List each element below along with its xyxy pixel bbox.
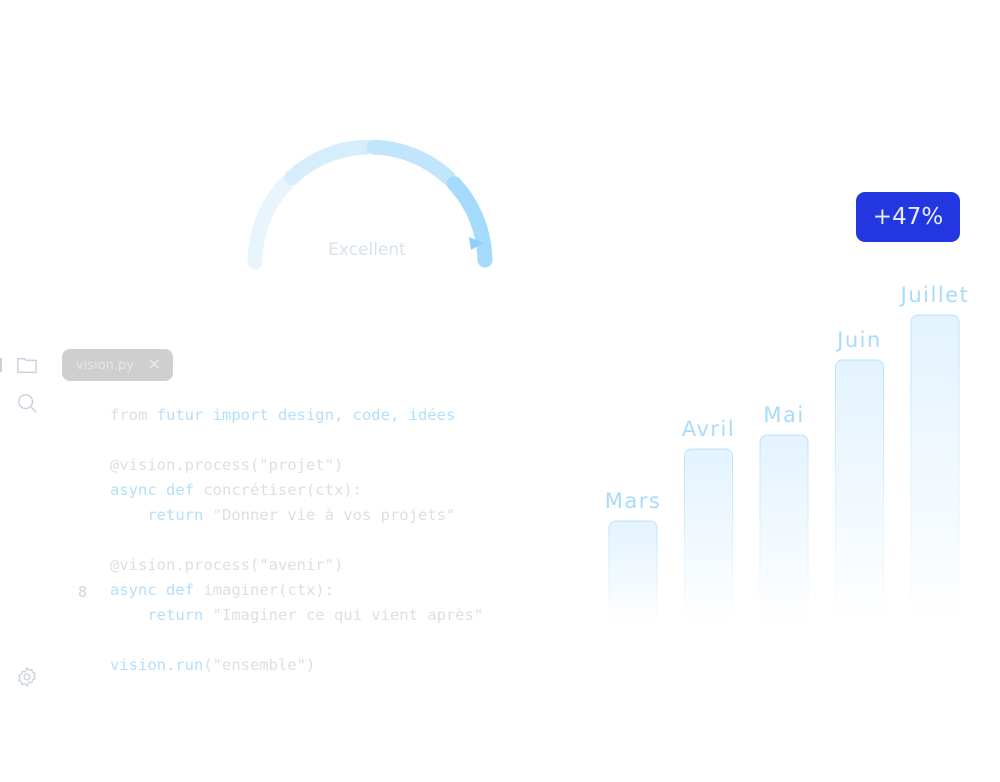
code-line: async def concrétiser(ctx): xyxy=(110,478,483,503)
gear-icon[interactable] xyxy=(16,666,38,688)
bar-mars xyxy=(608,520,658,626)
gauge xyxy=(247,139,493,270)
tab-label: vision.py xyxy=(76,357,134,373)
code-token: return xyxy=(110,506,213,524)
gauge-label: Excellent xyxy=(328,240,406,260)
code-token: vision.run xyxy=(110,656,204,674)
active-indicator xyxy=(0,358,2,372)
bar-label: Avril xyxy=(682,417,735,441)
code-line xyxy=(110,428,483,453)
bar-chart: Mars Avril Mai Juin Juillet xyxy=(605,283,970,626)
code-token: ("ensemble") xyxy=(203,656,316,674)
code-token: imaginer(ctx): xyxy=(203,581,334,599)
code-token: from xyxy=(110,406,157,424)
bar-label: Mars xyxy=(605,489,662,513)
close-icon[interactable]: ✕ xyxy=(147,355,161,374)
code-token: concrétiser(ctx): xyxy=(203,481,362,499)
code-line: @vision.process("projet") xyxy=(110,453,483,478)
code-line xyxy=(110,628,483,653)
code-line: from futur import design, code, idées xyxy=(110,403,483,428)
gauge-segment xyxy=(247,176,294,270)
search-icon[interactable] xyxy=(16,392,38,414)
code-line: @vision.process("avenir") xyxy=(110,553,483,578)
bar-label: Juillet xyxy=(899,283,970,307)
code-token: @vision.process("avenir") xyxy=(110,556,344,574)
code-line: return "Imaginer ce qui vient après" xyxy=(110,603,483,628)
editor-tab[interactable]: vision.py ✕ xyxy=(62,349,173,381)
gauge-pointer-icon xyxy=(469,237,483,250)
code-line: vision.run("ensemble") xyxy=(110,653,483,678)
folder-icon[interactable] xyxy=(16,354,38,376)
gauge-segment xyxy=(366,139,456,186)
code-token: async def xyxy=(110,581,204,599)
line-number: 8 xyxy=(78,583,88,601)
code-token: "Imaginer ce qui vient après" xyxy=(212,606,484,624)
bar-avril xyxy=(684,448,733,626)
code-line: async def imaginer(ctx): xyxy=(110,578,483,603)
gauge-segment xyxy=(284,139,374,186)
bar-juillet xyxy=(910,314,960,626)
code-token: return xyxy=(110,606,213,624)
code-line: return "Donner vie à vos projets" xyxy=(110,503,483,528)
code-editor[interactable]: from futur import design, code, idées @vi… xyxy=(110,403,483,678)
code-token: @vision.process("projet") xyxy=(110,456,344,474)
bar-juin xyxy=(835,359,884,626)
code-token: async def xyxy=(110,481,204,499)
gauge-segment xyxy=(446,176,493,268)
code-token: "Donner vie à vos projets" xyxy=(212,506,456,524)
code-line xyxy=(110,528,483,553)
bar-mai xyxy=(759,434,809,626)
code-token: futur import design, code, idées xyxy=(156,406,456,424)
bar-label: Juin xyxy=(835,328,882,352)
growth-badge: +47% xyxy=(856,192,960,242)
bar-label: Mai xyxy=(763,403,804,427)
